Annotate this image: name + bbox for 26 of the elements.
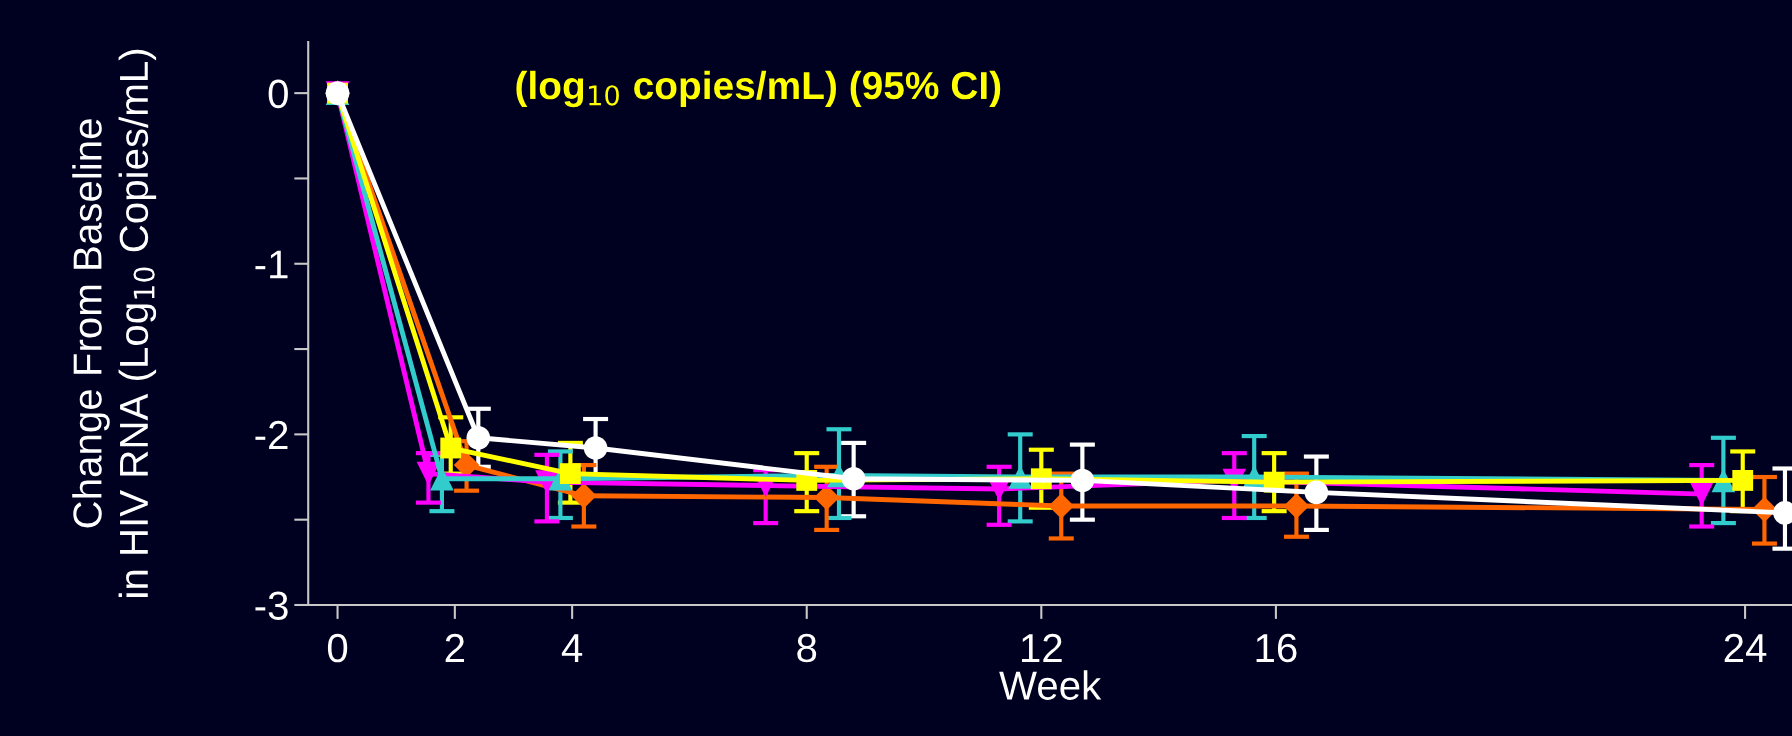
y-tick-label: -3 (255, 591, 288, 620)
point (1283, 493, 1310, 519)
point (841, 466, 866, 491)
annotation: (log$_{10}$ copies/mL) (95% CI) (516, 70, 1001, 108)
point (1304, 480, 1329, 505)
point (1048, 493, 1075, 519)
x-tick-label: 12 (1021, 633, 1062, 662)
x-tick-label: 0 (327, 633, 348, 663)
y-tick-label: 0 (268, 79, 288, 109)
point (466, 425, 491, 450)
x-tick-label: 4 (561, 634, 583, 662)
point (583, 436, 608, 460)
x-tick-label: 8 (797, 633, 817, 663)
point (571, 483, 597, 509)
y-axis-title: Change From Baseline in HIV RNA (Log$_{10}$ Copies/mL) (72, 49, 157, 597)
x-tick-label: 2 (445, 633, 465, 662)
x-axis-title: Week (999, 670, 1102, 700)
y-tick-label: -1 (255, 250, 288, 279)
x-tick-label: 16 (1256, 633, 1297, 663)
point (440, 437, 462, 459)
y-tick-label: -2 (255, 420, 288, 449)
point (1070, 468, 1095, 493)
x-tick-label: 24 (1724, 633, 1767, 662)
point (559, 463, 581, 485)
point (1732, 470, 1754, 491)
point (1689, 482, 1714, 506)
